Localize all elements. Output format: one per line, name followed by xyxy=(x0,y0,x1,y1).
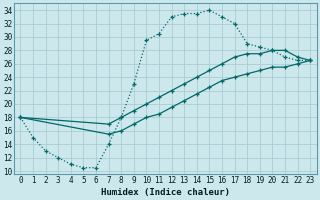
X-axis label: Humidex (Indice chaleur): Humidex (Indice chaleur) xyxy=(101,188,230,197)
